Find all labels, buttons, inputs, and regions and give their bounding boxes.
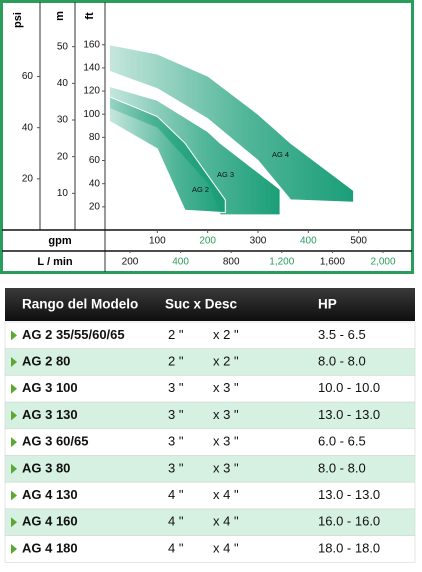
y2ticks-label: 20 bbox=[57, 151, 69, 162]
x-tick-label: 100 bbox=[149, 236, 166, 247]
model: AG 4 180 bbox=[22, 540, 78, 555]
row-arrow bbox=[11, 463, 17, 474]
discharge: x 2 " bbox=[213, 327, 239, 342]
hp: 13.0 - 13.0 bbox=[318, 407, 380, 422]
y3ticks-label: 20 bbox=[22, 173, 34, 184]
discharge: x 3 " bbox=[213, 460, 239, 475]
suction: 3 " bbox=[168, 407, 184, 422]
yticks-label: 100 bbox=[83, 109, 100, 120]
suction: 4 " bbox=[168, 514, 184, 529]
x-tick-label: 300 bbox=[250, 236, 267, 247]
hp: 3.5 - 6.5 bbox=[318, 327, 366, 342]
yticks-label: 140 bbox=[83, 63, 100, 74]
row-arrow bbox=[11, 410, 17, 421]
x-tick-label: 500 bbox=[350, 236, 367, 247]
row-arrow bbox=[11, 383, 17, 394]
table-row bbox=[4, 481, 416, 510]
row-arrow bbox=[11, 437, 17, 448]
discharge: x 4 " bbox=[213, 514, 239, 529]
table-row bbox=[4, 508, 416, 536]
discharge: x 3 " bbox=[213, 380, 239, 395]
band-label: AG 4 bbox=[272, 150, 289, 159]
x2-tick-label: 400 bbox=[172, 257, 189, 268]
discharge: x 4 " bbox=[213, 540, 239, 555]
hp: 13.0 - 13.0 bbox=[318, 487, 380, 502]
model: AG 3 80 bbox=[22, 460, 70, 475]
th: Suc x Desc bbox=[165, 297, 238, 312]
suction: 3 " bbox=[168, 380, 184, 395]
x2-tick-label: 200 bbox=[122, 257, 139, 268]
row-arrow bbox=[11, 517, 17, 528]
x2-tick-label: 1,600 bbox=[320, 257, 345, 268]
yticks-label: 80 bbox=[89, 132, 101, 143]
model: AG 2 35/55/60/65 bbox=[22, 327, 125, 342]
row-arrow bbox=[11, 330, 17, 341]
x-tick-label: 400 bbox=[300, 236, 317, 247]
model: AG 4 130 bbox=[22, 487, 78, 502]
th: Rango del Modelo bbox=[22, 297, 138, 312]
m-label: m bbox=[54, 11, 66, 21]
y2ticks-label: 30 bbox=[57, 115, 69, 126]
y3ticks-label: 40 bbox=[22, 122, 34, 133]
hp: 6.0 - 6.5 bbox=[318, 434, 366, 449]
suction: 2 " bbox=[168, 353, 184, 368]
table-row bbox=[4, 455, 416, 483]
model: AG 2 80 bbox=[22, 353, 70, 368]
yticks-label: 60 bbox=[89, 155, 101, 166]
x2-tick-label: 2,000 bbox=[370, 257, 395, 268]
yticks-label: 20 bbox=[89, 201, 101, 212]
suction: 3 " bbox=[168, 434, 184, 449]
discharge: x 3 " bbox=[213, 434, 239, 449]
row-arrow bbox=[11, 357, 17, 368]
psi-label: psi bbox=[12, 12, 24, 28]
bands: AG 4 AG 3 AG 2 bbox=[109, 44, 355, 216]
yticks-label: 40 bbox=[89, 178, 101, 189]
suction: 2 " bbox=[168, 327, 184, 342]
discharge: x 2 " bbox=[213, 353, 239, 368]
yticks-label: 160 bbox=[83, 39, 100, 50]
hp: 10.0 - 10.0 bbox=[318, 380, 380, 395]
suction: 3 " bbox=[168, 460, 184, 475]
hp: 18.0 - 18.0 bbox=[318, 540, 380, 555]
model: AG 4 160 bbox=[22, 514, 78, 529]
discharge: x 4 " bbox=[213, 487, 239, 502]
table-row bbox=[4, 535, 416, 563]
x2-tick-label: 1,200 bbox=[269, 257, 294, 268]
model: AG 3 100 bbox=[22, 380, 78, 395]
table-header bbox=[5, 288, 415, 321]
y2ticks-label: 10 bbox=[57, 188, 69, 199]
lmin-label: L / min bbox=[37, 256, 73, 268]
gpm-label: gpm bbox=[48, 235, 71, 247]
band-label: AG 3 bbox=[217, 170, 234, 179]
band bbox=[109, 44, 355, 203]
suction: 4 " bbox=[168, 540, 184, 555]
row-arrow bbox=[11, 490, 17, 501]
x-tick-label: 200 bbox=[199, 236, 216, 247]
discharge: x 3 " bbox=[213, 407, 239, 422]
row-arrow bbox=[11, 543, 17, 554]
hp: 8.0 - 8.0 bbox=[318, 353, 366, 368]
model: AG 3 60/65 bbox=[22, 434, 89, 449]
y2ticks-label: 40 bbox=[57, 78, 69, 89]
model: AG 3 130 bbox=[22, 407, 78, 422]
yticks-label: 120 bbox=[83, 86, 100, 97]
th: HP bbox=[318, 297, 337, 312]
table-row bbox=[4, 428, 416, 456]
y3ticks-label: 60 bbox=[22, 71, 34, 82]
band-label: AG 2 bbox=[192, 185, 209, 194]
table-row bbox=[4, 348, 416, 376]
band bbox=[109, 96, 226, 214]
y2ticks-label: 50 bbox=[57, 41, 69, 52]
table-row bbox=[4, 401, 416, 430]
table-row bbox=[4, 375, 416, 403]
ft-label: ft bbox=[84, 12, 96, 20]
x2-tick-label: 800 bbox=[223, 257, 240, 268]
hp: 8.0 - 8.0 bbox=[318, 460, 366, 475]
hp: 16.0 - 16.0 bbox=[318, 514, 380, 529]
suction: 4 " bbox=[168, 487, 184, 502]
